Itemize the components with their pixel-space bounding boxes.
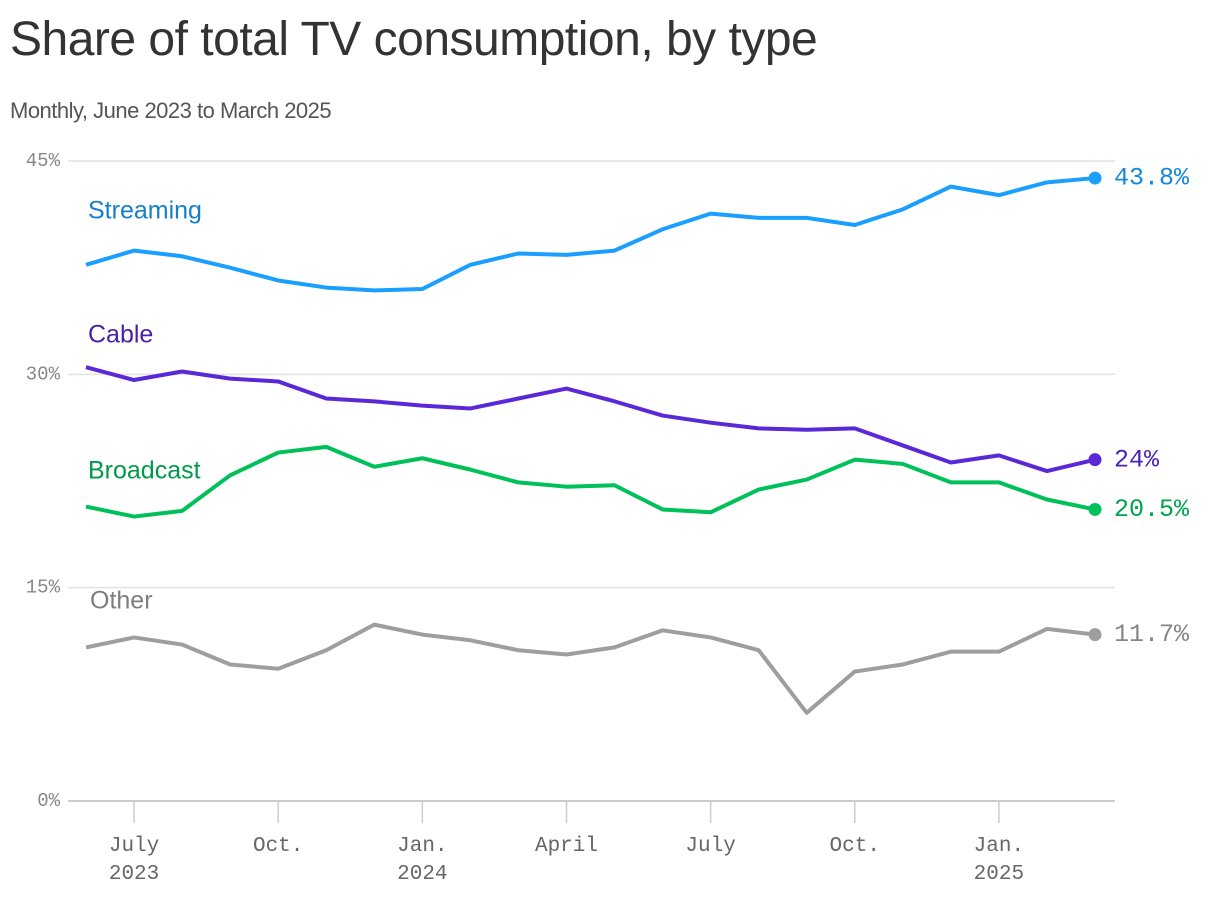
y-tick-label: 15% <box>26 577 61 599</box>
series-label: Cable <box>88 321 153 349</box>
y-tick-label: 30% <box>26 363 61 385</box>
series-label: Broadcast <box>88 457 201 485</box>
x-tick-label: July 2023 <box>108 835 160 886</box>
series-line <box>85 622 1096 715</box>
end-point <box>1088 171 1102 185</box>
x-tick-label: Oct. <box>829 835 880 858</box>
value-label: 43.8% <box>1114 164 1190 193</box>
chart-subtitle: Monthly, June 2023 to March 2025 <box>10 98 332 123</box>
series-label: Streaming <box>88 197 202 225</box>
end-point <box>1088 628 1102 642</box>
y-tick-label: 45% <box>26 150 61 172</box>
value-label: 20.5% <box>1114 495 1190 524</box>
series-label: Other <box>90 587 153 615</box>
chart-title: Share of total TV consumption, by type <box>10 13 818 66</box>
x-tick-label: July <box>685 835 736 858</box>
x-tick-label: April <box>534 835 598 858</box>
x-tick-label: Jan. 2025 <box>973 835 1025 886</box>
series-line <box>85 365 1096 474</box>
value-label: 11.7% <box>1114 620 1190 649</box>
x-tick-label: Oct. <box>252 835 304 858</box>
value-label: 24% <box>1114 445 1160 474</box>
series-line <box>85 176 1096 293</box>
series-line <box>85 444 1096 519</box>
end-point <box>1088 502 1102 516</box>
end-point <box>1088 453 1102 467</box>
x-tick-label: Jan. 2024 <box>397 835 448 886</box>
y-tick-label: 0% <box>37 790 60 812</box>
